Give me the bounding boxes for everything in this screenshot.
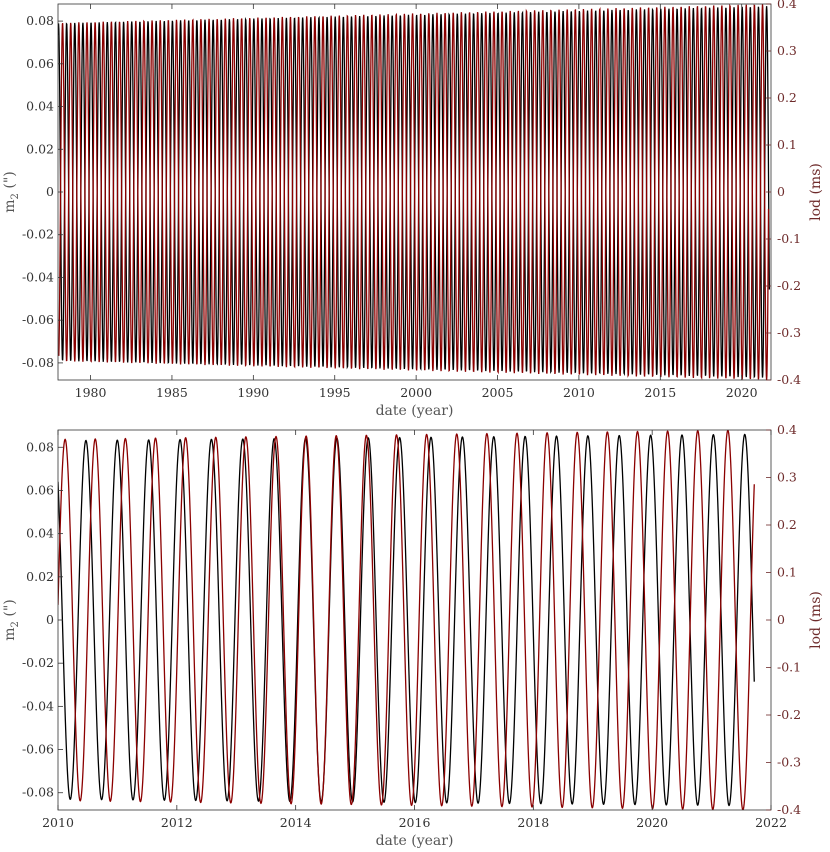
- y-right-tick-label: 0.3: [777, 43, 797, 58]
- y-left-tick-label: -0.08: [22, 785, 54, 800]
- y-right-tick-label: 0.4: [777, 0, 797, 11]
- y-right-tick-label: 0.1: [777, 565, 797, 580]
- x-tick-label: 1995: [319, 385, 351, 400]
- y-left-tick-label: 0.04: [26, 526, 54, 541]
- y-right-tick-label: 0.1: [777, 137, 797, 152]
- y-left-tick-label: 0.08: [26, 439, 54, 454]
- x-tick-label: 2005: [482, 385, 514, 400]
- x-tick-label: 1980: [75, 385, 107, 400]
- x-tick-label: 2022: [755, 815, 787, 830]
- series-lod-line: [58, 4, 770, 380]
- top-panel: 1980 1985 1990 1995 2000 2005 2010 2015 2020 -0.0…: [2, 0, 824, 419]
- y-left-tick-label: -0.04: [22, 698, 54, 713]
- x-tick-label: 2010: [42, 815, 74, 830]
- y-right-tick-label: -0.2: [777, 278, 801, 293]
- y-left-tick-label: -0.02: [22, 227, 54, 242]
- y-left-tick-label: 0.02: [26, 569, 54, 584]
- x-tick-label: 1985: [156, 385, 188, 400]
- y-left-tick-label: 0.06: [26, 56, 54, 71]
- x-axis-label: date (year): [376, 403, 454, 419]
- y-left-tick-label: 0.06: [26, 482, 54, 497]
- y-right-tick-label: 0: [777, 612, 785, 627]
- y-right-tick-label: -0.1: [777, 231, 801, 246]
- y-left-tick-label: 0.08: [26, 13, 54, 28]
- y-right-tick-label: -0.4: [777, 372, 801, 387]
- y-right-tick-label: -0.2: [777, 707, 801, 722]
- y-right-tick-label: -0.4: [777, 802, 801, 817]
- series-lod-line: [58, 430, 755, 810]
- x-tick-label: 2018: [517, 815, 549, 830]
- y-left-tick-label: 0.04: [26, 99, 54, 114]
- y-right-tick-label: 0.2: [777, 517, 797, 532]
- y-right-tick-label: -0.3: [777, 325, 801, 340]
- y-left-tick-label: -0.02: [22, 655, 54, 670]
- y-left-tick-label: -0.06: [22, 742, 54, 757]
- x-tick-label: 1990: [237, 385, 269, 400]
- y-left-axis-label: m2 ("): [2, 171, 21, 212]
- x-tick-label: 2020: [726, 385, 758, 400]
- x-tick-label: 2012: [161, 815, 193, 830]
- y-right-axis-label: lod (ms): [808, 591, 824, 649]
- y-left-tick-label: 0: [46, 184, 54, 199]
- y-left-tick-label: -0.08: [22, 355, 54, 370]
- series-group: [58, 430, 755, 810]
- y-right-tick-label: 0: [777, 184, 785, 199]
- bottom-panel: 2010 2012 2014 2016 2018 2020 2022 -0.08 -0.06 -0…: [2, 422, 824, 849]
- y-right-tick-label: 0.4: [777, 422, 797, 437]
- y-right-tick-label: 0.2: [777, 90, 797, 105]
- x-tick-label: 2015: [644, 385, 676, 400]
- x-tick-label: 2000: [400, 385, 432, 400]
- y-right-axis-label: lod (ms): [808, 163, 824, 221]
- x-tick-label: 2010: [563, 385, 595, 400]
- y-left-tick-label: 0.02: [26, 141, 54, 156]
- y-left-tick-label: 0: [46, 612, 54, 627]
- x-tick-label: 2016: [399, 815, 431, 830]
- y-right-tick-label: -0.3: [777, 755, 801, 770]
- y-right-tick-label: -0.1: [777, 660, 801, 675]
- y-left-tick-label: -0.04: [22, 269, 54, 284]
- y-right-tick-label: 0.3: [777, 470, 797, 485]
- x-tick-label: 2014: [280, 815, 312, 830]
- x-axis-label: date (year): [376, 833, 454, 849]
- y-left-tick-label: -0.06: [22, 312, 54, 327]
- x-tick-label: 2020: [636, 815, 668, 830]
- y-left-axis-label: m2 ("): [2, 599, 21, 640]
- series-m2-line: [58, 433, 755, 807]
- series-group: [58, 4, 770, 380]
